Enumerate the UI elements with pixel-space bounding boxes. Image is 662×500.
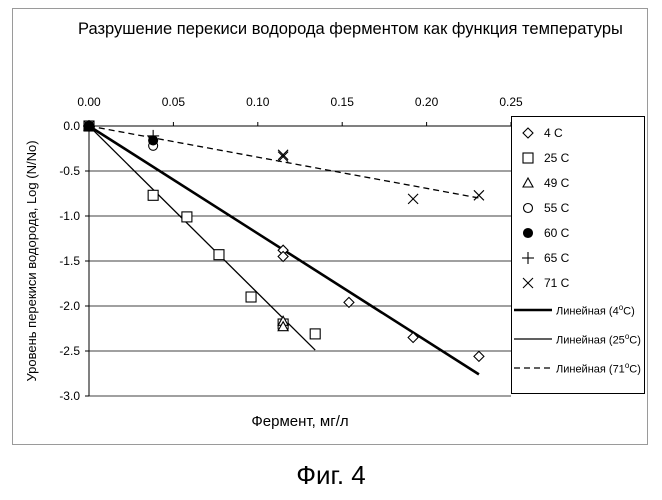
trendline-dashed [88,125,480,199]
figure-caption: Фиг. 4 [296,460,366,490]
data-point-diamond [407,331,419,344]
x-tick-label: 0.15 [331,95,355,109]
legend-item: 55 C [512,198,644,218]
data-point-cross [407,193,419,205]
legend: 4 C 25 C 49 C 55 C 60 C 65 C 71 C Линейная (4oC… [511,116,645,394]
legend-item: 49 C [512,173,644,193]
legend-label: 4 C [544,126,563,140]
legend-marker [522,127,534,139]
y-tick-label: 0.0 [63,119,80,133]
legend-line-thin-icon [514,338,552,340]
data-point-diamond [473,350,485,363]
legend-label: Линейная (4oC) [556,303,635,318]
data-point-square [245,291,257,303]
legend-marker-circle-open-icon [522,202,534,214]
legend-label: 60 C [544,226,570,240]
x-tick-label: 0.05 [162,95,186,109]
x-tick-label: 0.20 [415,95,439,109]
y-axis-label: Уровень перекиси водорода, Log (N/No) [24,140,39,381]
legend-marker-plus-icon [522,252,534,264]
legend-label: 55 C [544,201,570,215]
legend-item: 25 C [512,148,644,168]
legend-label: 71 C [544,276,570,290]
y-tick-label: -0.5 [59,164,80,178]
y-tick-label: -1.5 [59,254,80,268]
data-point-cross [473,189,485,201]
x-tick-label: 0.00 [77,95,101,109]
legend-marker-cross-icon [522,277,534,289]
legend-label: Линейная (71oC) [556,361,641,376]
legend-marker [522,152,534,164]
legend-item: Линейная (71oC) [512,358,644,378]
y-tick-label: -3.0 [59,389,80,403]
x-tick-label: 0.10 [246,95,270,109]
legend-item: 65 C [512,248,644,268]
legend-item: Линейная (4oC) [512,300,644,320]
legend-item: 4 C [512,123,644,143]
chart-title: Разрушение перекиси водорода ферментом к… [78,20,623,38]
data-point-diamond [277,250,289,263]
y-tick-label: -2.0 [59,299,80,313]
x-axis-label: Фермент, мг/л [251,413,348,430]
data-point-square [213,249,225,261]
legend-marker [522,227,534,239]
legend-marker [522,252,534,264]
data-point-cross [83,120,95,132]
legend-label: Линейная (25oC) [556,332,641,347]
legend-marker-triangle-icon [522,176,534,188]
y-tick-label: -2.5 [59,344,80,358]
legend-label: 49 C [544,176,570,190]
legend-line-thick-icon [514,308,552,312]
data-point-square [181,211,193,223]
data-point-triangle [277,320,290,332]
data-point-square [147,189,159,201]
legend-marker-diamond-icon [522,127,534,139]
legend-marker [522,176,534,188]
legend-line-dashed-icon [514,367,552,369]
y-tick-label: -1.0 [59,209,80,223]
legend-label: 25 C [544,151,570,165]
legend-item: Линейная (25oC) [512,329,644,349]
trendline-thin [88,125,316,351]
legend-item: 60 C [512,223,644,243]
data-point-square [309,328,321,340]
legend-item: 71 C [512,273,644,293]
legend-marker-circle-filled-icon [522,227,534,239]
legend-marker [522,277,534,289]
legend-label: 65 C [544,251,570,265]
legend-marker-square-icon [522,152,534,164]
x-tick-label: 0.25 [499,95,523,109]
chart-frame [12,8,648,445]
data-point-cross [277,149,289,161]
data-point-plus [147,129,160,142]
data-point-diamond [343,296,355,309]
legend-marker [522,202,534,214]
data-point-cross [277,151,289,162]
